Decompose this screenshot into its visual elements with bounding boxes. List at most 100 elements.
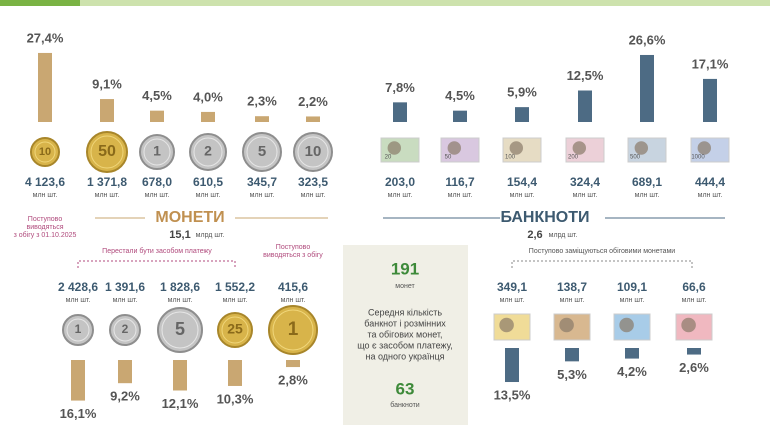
coin	[217, 312, 253, 348]
portrait	[559, 317, 574, 333]
summary-text: та обігових монет,	[367, 329, 442, 339]
value-label: 16,1%	[60, 406, 97, 421]
count: 444,4	[695, 175, 725, 189]
coins-count: 191	[391, 259, 419, 278]
notes-total: 2,6	[527, 229, 542, 241]
value-label: 9,1%	[92, 77, 122, 92]
unit: млн шт.	[223, 297, 248, 304]
count: 109,1	[617, 280, 647, 294]
bar	[515, 107, 529, 122]
notes-total-unit: млрд шт.	[549, 232, 578, 239]
coin-rim	[246, 136, 278, 168]
value-label: 26,6%	[629, 32, 666, 47]
portrait	[697, 141, 712, 155]
count: 1 371,8	[87, 175, 127, 189]
value-label: 4,2%	[617, 364, 647, 379]
value-label: 10,3%	[217, 391, 254, 406]
coin-label: 25	[227, 321, 243, 337]
bar	[625, 348, 639, 359]
portrait	[447, 141, 462, 155]
bar	[578, 90, 592, 122]
unit: млн шт.	[250, 192, 275, 199]
bar	[38, 52, 52, 123]
count: 66,6	[682, 280, 706, 294]
value-label: 5,3%	[557, 367, 587, 382]
bar	[173, 360, 187, 391]
unit: млн шт.	[168, 297, 193, 304]
notes-count: 63	[396, 379, 415, 398]
top-band	[80, 0, 770, 6]
count: 1 391,6	[105, 280, 145, 294]
note: Поступово	[276, 244, 311, 251]
count: 610,5	[193, 175, 223, 189]
portrait	[572, 141, 587, 155]
coin-label: 1	[75, 322, 82, 336]
count: 415,6	[278, 280, 308, 294]
value-label: 2,3%	[247, 94, 277, 109]
coin-rim	[66, 318, 90, 342]
coin-rim	[143, 138, 171, 166]
unit: млн шт.	[95, 192, 120, 199]
count: 154,4	[507, 175, 537, 189]
coin-label: 5	[175, 319, 185, 339]
coin-label: 50	[98, 143, 116, 160]
bar	[505, 348, 519, 383]
banknote-label: 1000	[691, 155, 705, 161]
unit: млн шт.	[500, 297, 525, 304]
note: Поступово	[28, 216, 63, 223]
coins-total-unit: млрд шт.	[196, 232, 225, 239]
coins-title: МОНЕТИ	[155, 209, 224, 226]
unit: млн шт.	[388, 192, 413, 199]
count: 324,4	[570, 175, 600, 189]
banknote-label: 500	[630, 155, 641, 161]
note: з обігу з 01.10.2025	[14, 231, 77, 239]
bar	[150, 110, 164, 122]
top-band	[0, 0, 80, 6]
banknote-label: 100	[505, 155, 516, 161]
banknote-label: 20	[385, 155, 392, 161]
value-label: 27,4%	[27, 30, 64, 45]
coin-rim	[34, 141, 56, 163]
bar	[703, 78, 717, 122]
value-label: 5,9%	[507, 85, 537, 100]
count: 689,1	[632, 175, 662, 189]
note: Перестали бути засобом платежу	[102, 247, 212, 255]
bracket	[511, 260, 693, 268]
count: 678,0	[142, 175, 172, 189]
count: 4 123,6	[25, 175, 65, 189]
unit: млн шт.	[635, 192, 660, 199]
coin-label: 1	[288, 319, 299, 340]
unit: млн шт.	[682, 297, 707, 304]
notes-label: банкноти	[390, 401, 419, 409]
unit: млн шт.	[113, 297, 138, 304]
coin-rim	[193, 137, 223, 167]
unit: млн шт.	[33, 192, 58, 199]
bar	[640, 54, 654, 122]
notes-title: БАНКНОТИ	[500, 209, 589, 226]
unit: млн шт.	[448, 192, 473, 199]
bracket	[77, 260, 236, 268]
portrait	[634, 141, 649, 155]
value-label: 13,5%	[494, 387, 531, 402]
value-label: 12,5%	[567, 68, 604, 83]
coin	[242, 132, 282, 172]
bar	[453, 110, 467, 122]
count: 1 552,2	[215, 280, 255, 294]
count: 349,1	[497, 280, 527, 294]
value-label: 9,2%	[110, 389, 140, 404]
summary-box	[343, 245, 468, 425]
coin-rim	[161, 311, 199, 349]
count: 203,0	[385, 175, 415, 189]
coin-label: 2	[122, 322, 129, 336]
coin	[157, 307, 203, 353]
note: виводяться з обігу	[263, 251, 323, 259]
value-label: 7,8%	[385, 80, 415, 95]
note: виводяться	[26, 224, 63, 231]
bar	[255, 116, 269, 122]
unit: млн шт.	[620, 297, 645, 304]
portrait	[681, 317, 696, 333]
count: 2 428,6	[58, 280, 98, 294]
count: 345,7	[247, 175, 277, 189]
unit: млн шт.	[145, 192, 170, 199]
